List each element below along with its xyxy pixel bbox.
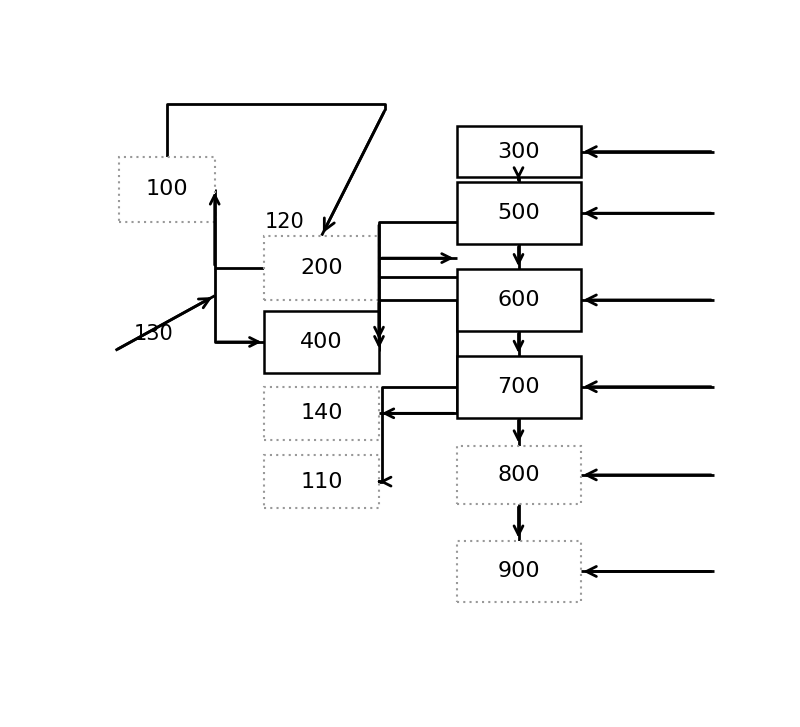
Text: 800: 800 bbox=[497, 465, 540, 485]
Bar bbox=[264, 311, 379, 373]
Text: 140: 140 bbox=[301, 403, 343, 423]
Text: 400: 400 bbox=[300, 332, 343, 352]
Text: 600: 600 bbox=[497, 290, 540, 310]
Bar bbox=[457, 126, 581, 177]
Bar bbox=[457, 541, 581, 602]
Text: 120: 120 bbox=[264, 212, 304, 232]
Text: 130: 130 bbox=[134, 324, 174, 344]
Bar bbox=[118, 157, 214, 222]
Text: 110: 110 bbox=[301, 472, 343, 491]
Text: 300: 300 bbox=[497, 142, 540, 161]
Bar bbox=[457, 446, 581, 505]
Text: 900: 900 bbox=[497, 561, 540, 582]
Bar bbox=[264, 455, 379, 508]
Bar bbox=[457, 182, 581, 244]
Bar bbox=[264, 387, 379, 440]
Bar bbox=[457, 269, 581, 331]
Text: 200: 200 bbox=[300, 258, 343, 278]
Bar bbox=[264, 236, 379, 300]
Text: 700: 700 bbox=[497, 377, 540, 397]
Text: 500: 500 bbox=[497, 203, 540, 223]
Bar bbox=[457, 356, 581, 417]
Text: 100: 100 bbox=[146, 180, 188, 199]
